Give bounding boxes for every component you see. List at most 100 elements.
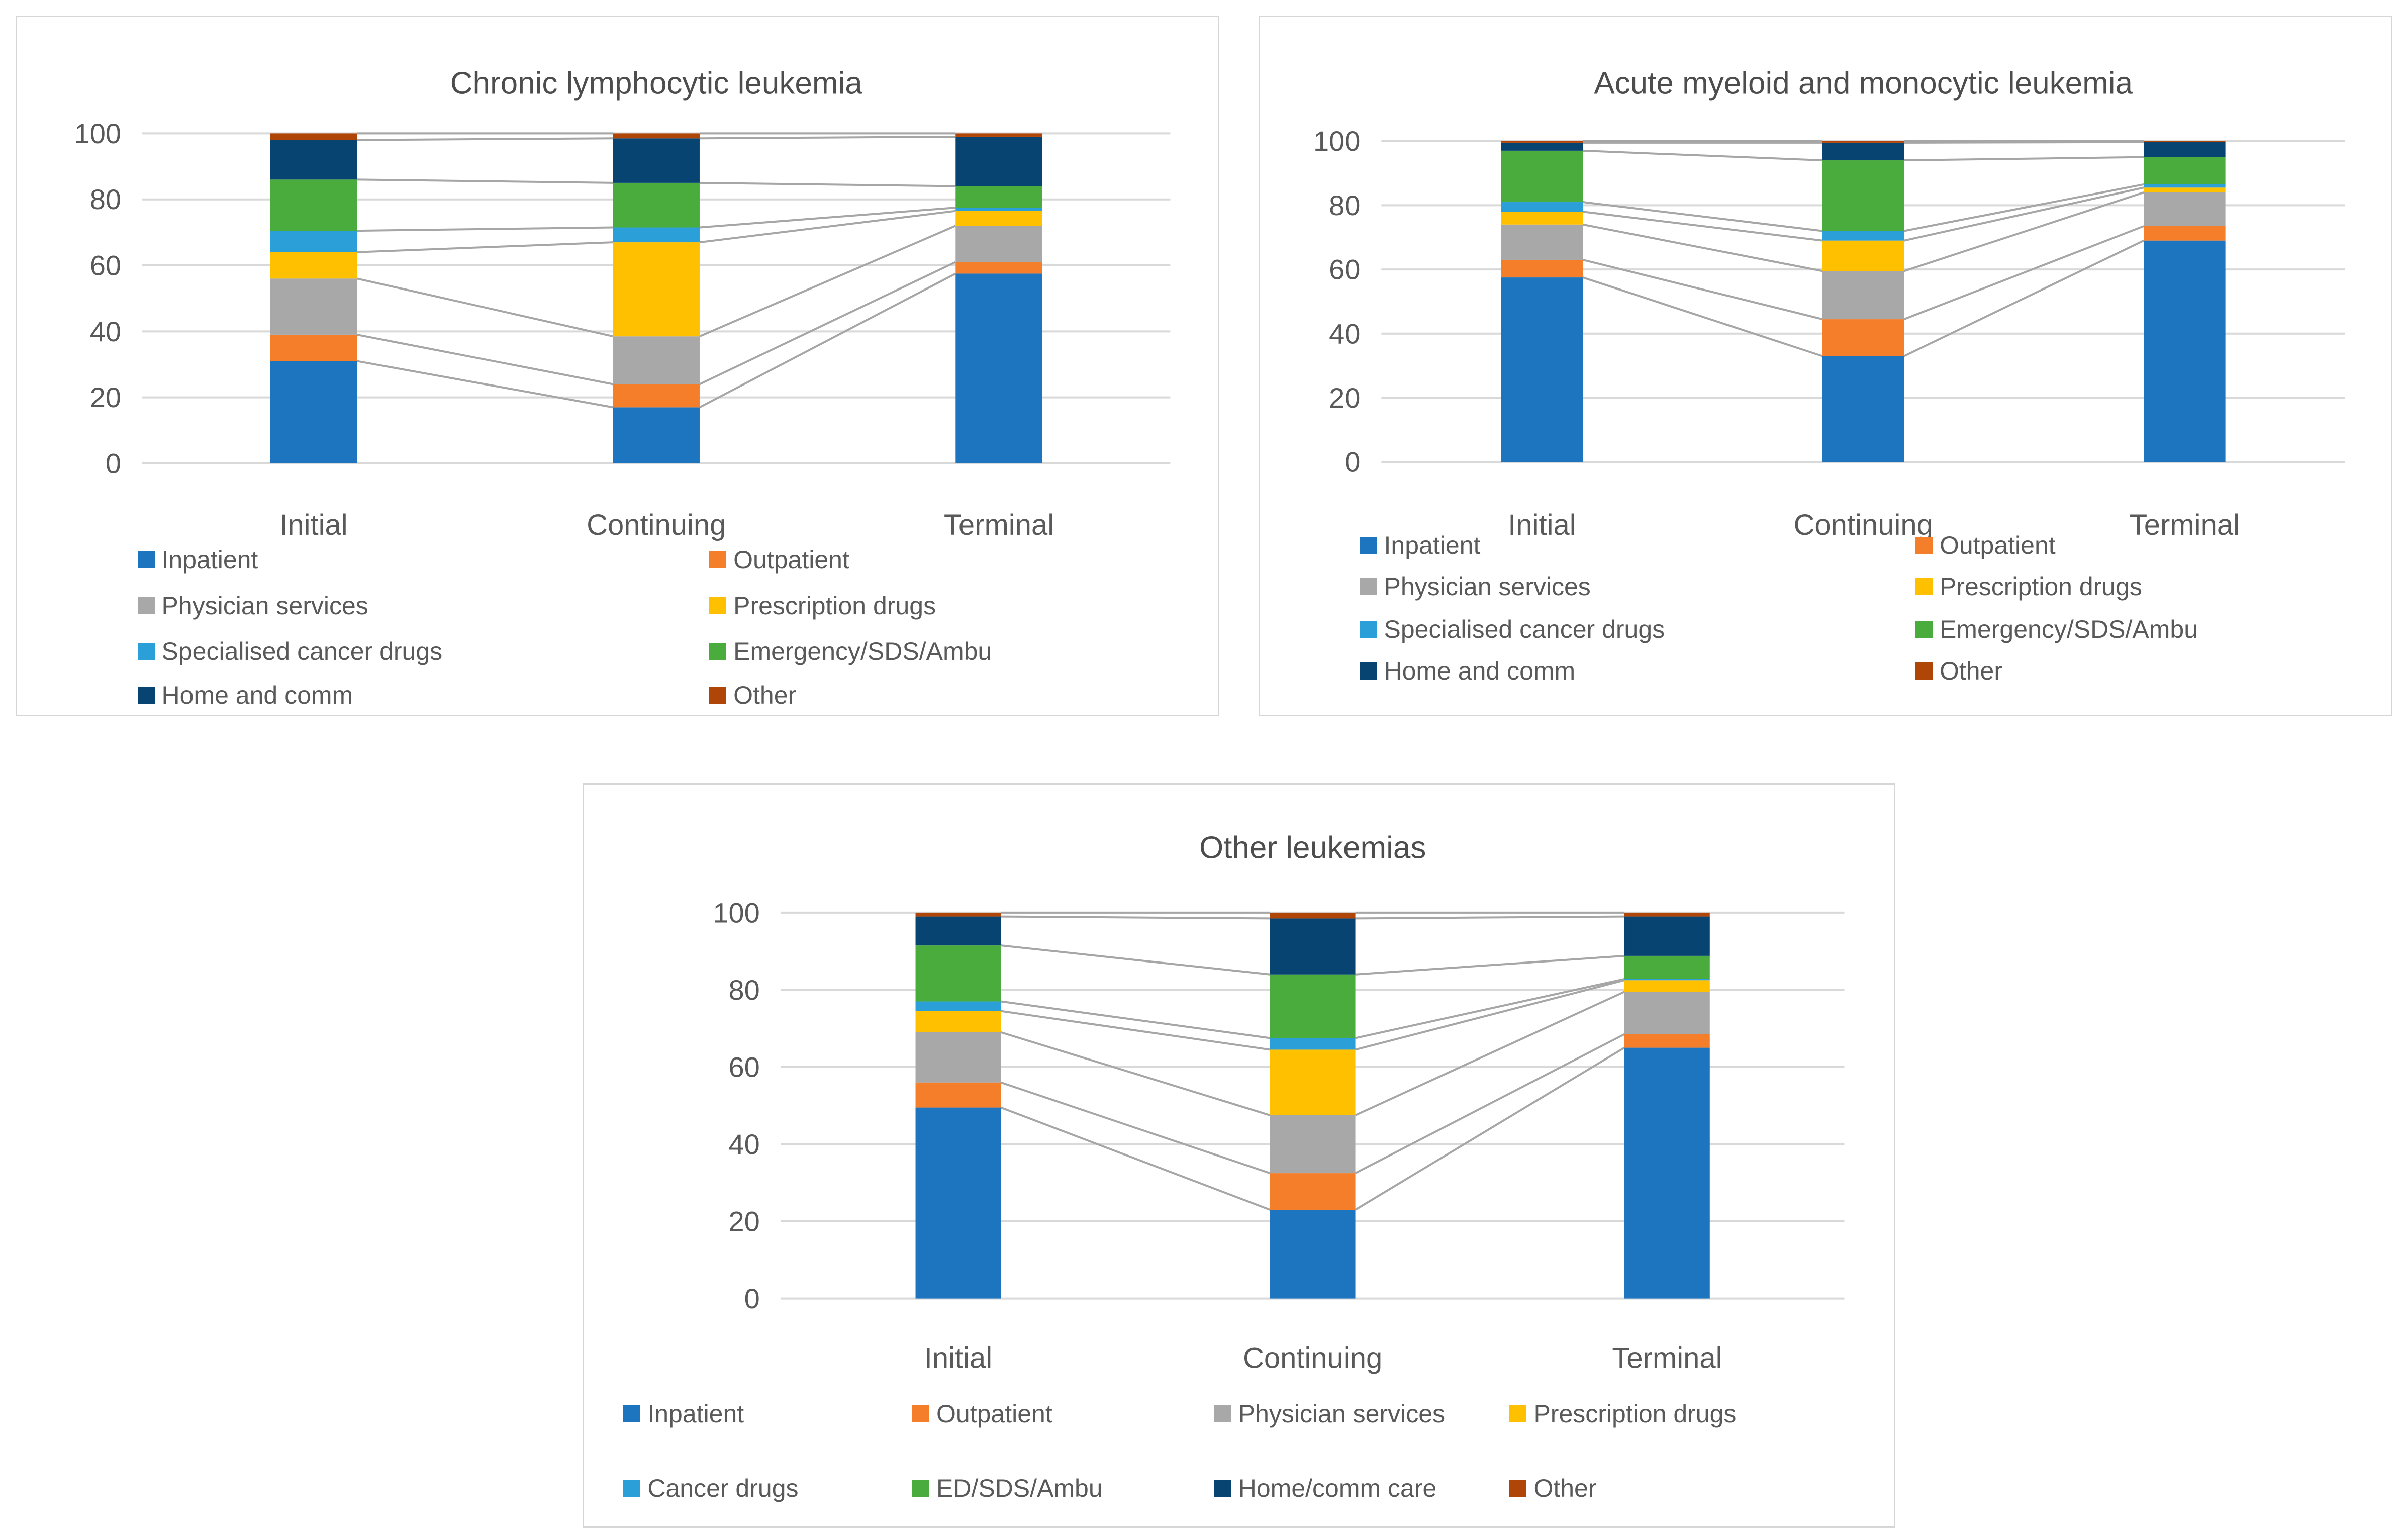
legend-swatch (709, 597, 727, 614)
series-connector-line (1000, 1106, 1271, 1211)
legend-label: Inpatient (647, 1400, 744, 1428)
bar-segment (2144, 157, 2226, 184)
legend-entry: Physician services (1360, 571, 1591, 602)
y-axis-tick-label: 60 (90, 250, 121, 281)
legend-label: Cancer drugs (647, 1474, 799, 1503)
bar-segment (1501, 277, 1583, 462)
y-axis-tick-label: 40 (1329, 318, 1360, 349)
legend-swatch (1360, 662, 1377, 680)
bar-segment (2144, 141, 2226, 142)
chart-title: Other leukemias (1199, 830, 1426, 865)
y-axis-tick-label: 80 (90, 183, 121, 215)
bar-segment (1822, 160, 1904, 231)
bar-segment (2144, 184, 2226, 188)
series-connector-line (356, 333, 613, 386)
bar-segment (270, 133, 357, 140)
bar-segment (270, 361, 357, 463)
y-axis-tick-label: 0 (744, 1283, 760, 1314)
bar-segment (613, 384, 700, 408)
bar-segment (2144, 192, 2226, 226)
legend-swatch (1360, 537, 1377, 554)
y-axis-tick-label: 0 (106, 447, 121, 479)
bar-segment (955, 211, 1042, 226)
legend-entry: Other (1509, 1473, 1597, 1503)
legend-label: Home/comm care (1238, 1474, 1437, 1503)
legend-swatch (137, 687, 155, 704)
bar-segment (1624, 916, 1710, 956)
legend-label: Inpatient (161, 546, 258, 574)
legend-swatch (912, 1405, 929, 1423)
series-connector-line (1583, 149, 1823, 162)
series-connector-line (1000, 1031, 1271, 1116)
y-axis-tick-label: 100 (713, 897, 759, 928)
bar-segment (1270, 1210, 1356, 1299)
legend-label: Prescription drugs (1939, 572, 2142, 601)
legend-swatch (1214, 1405, 1231, 1423)
series-connector-line (1001, 944, 1270, 976)
bar-segment (955, 186, 1042, 208)
legend-entry: Outpatient (912, 1399, 1052, 1429)
series-connector-line (1001, 915, 1270, 920)
series-connector-line (1355, 991, 1625, 1116)
legend-entry: Cancer drugs (623, 1473, 799, 1503)
x-axis-category-label: Continuing (587, 509, 726, 541)
series-connector-line (1000, 1081, 1271, 1174)
y-axis-tick-label: 20 (90, 381, 121, 413)
bar-segment (1624, 1047, 1710, 1299)
y-axis-tick-label: 100 (74, 118, 121, 149)
series-connector-line (1904, 183, 2144, 232)
bar-segment (1501, 150, 1583, 203)
series-connector-line (1582, 223, 1823, 272)
series-connector-line (699, 135, 956, 140)
bar-segment (1270, 912, 1356, 919)
legend-label: Outpatient (936, 1400, 1052, 1428)
bar-segment (1624, 992, 1710, 1034)
series-connector-line (357, 137, 613, 141)
legend-swatch (1360, 621, 1377, 638)
series-connector-line (1903, 239, 2145, 357)
bar-segment (915, 1001, 1001, 1011)
bar-segment (270, 278, 357, 335)
legend-label: ED/SDS/Ambu (936, 1474, 1103, 1503)
bar-segment (915, 912, 1001, 917)
bar-segment (2144, 187, 2226, 192)
legend-label: Outpatient (1939, 531, 2056, 560)
chart-title: Chronic lymphocytic leukemia (450, 66, 862, 101)
legend-label: Emergency/SDS/Ambu (733, 637, 992, 665)
legend-entry: Home and comm (137, 680, 353, 710)
bar-segment (1501, 142, 1583, 151)
y-axis-tick-label: 20 (729, 1206, 760, 1237)
legend-entry: Inpatient (623, 1399, 744, 1429)
bar-segment (613, 227, 700, 243)
legend-entry: Inpatient (137, 545, 258, 575)
legend-entry: Physician services (137, 591, 368, 621)
legend-entry: Other (709, 680, 796, 710)
bar-segment (2144, 240, 2226, 462)
legend-label: Other (1939, 656, 2003, 685)
legend-swatch (623, 1480, 641, 1497)
series-connector-line (1582, 259, 1823, 321)
bar-segment (270, 140, 357, 180)
bar-segment (955, 262, 1042, 274)
series-connector-line (1903, 186, 2144, 242)
legend-entry: Prescription drugs (1915, 571, 2142, 602)
series-connector-line (699, 225, 956, 338)
bar-segment (613, 133, 700, 139)
series-connector-line (357, 226, 613, 232)
bar-segment (1624, 1034, 1710, 1048)
y-axis-tick-label: 60 (1329, 254, 1360, 285)
bar-segment (613, 407, 700, 463)
legend-swatch (709, 551, 727, 569)
y-axis-tick-label: 80 (729, 974, 760, 1006)
bar-segment (2144, 142, 2226, 157)
series-connector-line (699, 207, 956, 229)
series-connector-line (1582, 201, 1823, 232)
bar-segment (955, 133, 1042, 137)
bar-segment (2144, 226, 2226, 241)
series-connector-line (1904, 156, 2144, 162)
legend-label: Prescription drugs (733, 591, 936, 620)
chart-acute-myeloid-monocytic-leukemia: 0 20 40 60 80 100 Initial Continuing Terminal Ac… (1259, 16, 2392, 716)
legend-swatch (1360, 578, 1377, 596)
legend-entry: Prescription drugs (1509, 1399, 1736, 1429)
